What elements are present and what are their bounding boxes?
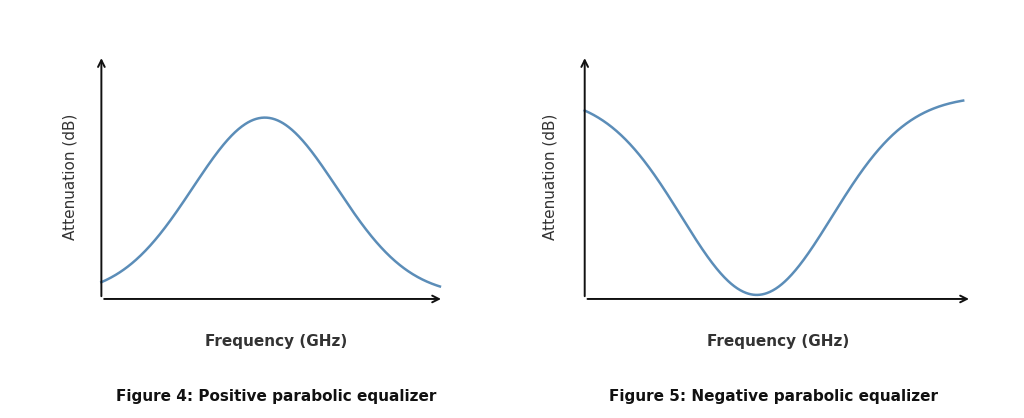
Text: Figure 4: Positive parabolic equalizer: Figure 4: Positive parabolic equalizer bbox=[117, 389, 436, 404]
Text: Frequency (GHz): Frequency (GHz) bbox=[708, 334, 849, 349]
Text: Frequency (GHz): Frequency (GHz) bbox=[206, 334, 347, 349]
Text: Figure 5: Negative parabolic equalizer: Figure 5: Negative parabolic equalizer bbox=[608, 389, 938, 404]
Text: Attenuation (dB): Attenuation (dB) bbox=[62, 114, 78, 240]
Text: Attenuation (dB): Attenuation (dB) bbox=[543, 114, 558, 240]
